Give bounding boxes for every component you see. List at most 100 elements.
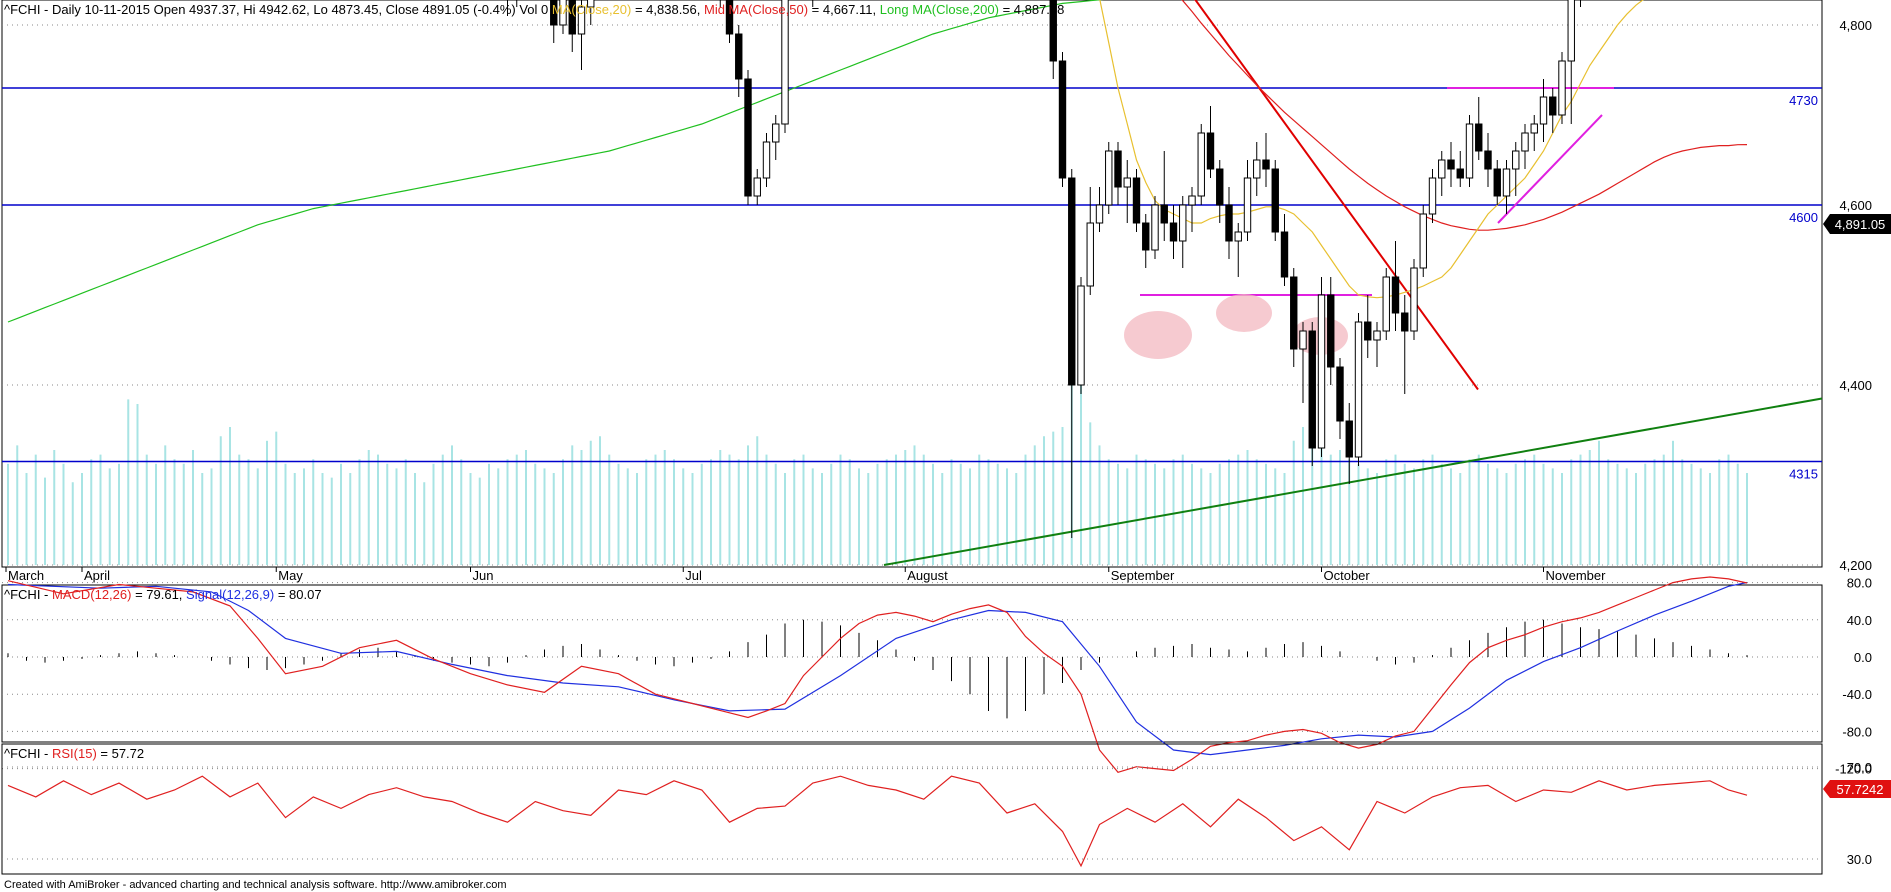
candle-body-up	[1410, 267, 1418, 332]
rsi-header-symbol: ^FCHI -	[4, 746, 52, 761]
candlestick	[1086, 187, 1094, 295]
candle-body-up	[1123, 177, 1131, 188]
candlestick	[1345, 403, 1353, 484]
candlestick	[1373, 322, 1381, 367]
uptrend-line-2	[883, 397, 1823, 566]
price-tick-label: 4,800	[1839, 18, 1872, 33]
candlestick	[1336, 358, 1344, 439]
header-symbol: ^FCHI	[4, 2, 40, 17]
candlestick	[1077, 277, 1085, 394]
candlestick	[1262, 133, 1270, 187]
candle-body-down	[1132, 177, 1141, 224]
rsi-header: ^FCHI - RSI(15) = 57.72	[4, 746, 144, 761]
macd-tick-label: -80.0	[1842, 724, 1872, 739]
signal-header-label: Signal(12,26,9)	[186, 587, 274, 602]
candlestick	[1521, 124, 1529, 169]
rsi-tick-label: 30.0	[1847, 852, 1872, 867]
candle-body-up	[559, 0, 567, 26]
candle-body-down	[1327, 294, 1335, 368]
price-grid	[2, 24, 1822, 566]
candle-body-down	[1280, 231, 1289, 278]
candle-body-down	[1049, 0, 1057, 62]
candlestick	[587, 0, 595, 25]
candle-body-up	[1188, 195, 1196, 206]
candle-body-down	[1549, 96, 1557, 116]
header-ma20-value: = 4,838.56,	[631, 2, 704, 17]
last-price-label: 4,891.05	[1835, 217, 1886, 232]
candlestick	[559, 0, 567, 34]
candle-body-up	[577, 6, 586, 35]
candlestick	[725, 0, 734, 43]
candle-body-up	[1382, 276, 1390, 332]
candlestick	[1539, 79, 1548, 142]
macd-pane-frame	[1, 584, 1823, 743]
rsi-line	[7, 775, 1748, 868]
candle-body-down	[1308, 330, 1316, 449]
candlestick	[1364, 295, 1372, 358]
candlestick	[1290, 268, 1298, 367]
candlestick	[1401, 295, 1409, 394]
price-tick-label: 4,200	[1839, 558, 1872, 573]
macd-header: ^FCHI - MACD(12,26) = 79.61, Signal(12,2…	[4, 587, 322, 602]
rsi-last-tag	[1823, 780, 1891, 798]
price-pane: 526051805005473046004315 5,2005,0004,800…	[1, 0, 1891, 583]
month-label: March	[8, 568, 44, 583]
level-label: 4730	[1789, 93, 1818, 108]
downtrend-line	[1194, 0, 1479, 391]
candle-body-down	[735, 33, 743, 80]
candlestick	[1558, 52, 1566, 124]
candle-body-up	[1558, 60, 1566, 116]
candlestick	[1123, 160, 1131, 223]
candlestick	[1169, 205, 1178, 259]
candle-body-up	[1151, 204, 1159, 251]
candlestick	[735, 25, 743, 97]
price-tick-label: 4,600	[1839, 198, 1872, 213]
pattern-highlight-ellipse	[1124, 311, 1192, 359]
candle-body-down	[1364, 321, 1372, 341]
rsi-axis: 70.0 30.0	[1847, 760, 1872, 867]
macd-tick-label: -120.0	[1835, 762, 1872, 777]
macd-tick-label: 0.0	[1854, 650, 1872, 665]
candlestick	[1512, 142, 1520, 196]
support-resistance-lines: 526051805005473046004315	[2, 87, 1822, 482]
candle-body-down	[550, 0, 558, 26]
macd-tick-label: 80.0	[1847, 576, 1872, 591]
candle-body-up	[1253, 159, 1261, 179]
ma200-line	[7, 0, 1104, 323]
candle-body-down	[568, 0, 576, 35]
macd-lines	[7, 576, 1748, 773]
candle-body-up	[1179, 204, 1187, 242]
candle-body-down	[1391, 276, 1400, 314]
candlestick	[1105, 142, 1113, 214]
candle-body-down	[1447, 159, 1455, 170]
month-label: April	[84, 568, 110, 583]
candlestick	[1206, 106, 1215, 178]
candle-body-down	[1142, 222, 1150, 251]
last-price-marker: 4,891.05	[1823, 214, 1891, 234]
candlestick	[1354, 313, 1363, 466]
macd-tick-label: 40.0	[1847, 613, 1872, 628]
candlestick	[1410, 259, 1418, 340]
candle-body-up	[1567, 0, 1575, 62]
month-label: October	[1324, 568, 1371, 583]
candlestick	[1502, 160, 1511, 214]
pattern-highlight-ellipse	[1216, 294, 1272, 332]
candlestick	[1216, 160, 1224, 223]
candle-body-up	[1095, 204, 1104, 224]
candlestick	[568, 0, 576, 52]
volume-bars	[7, 362, 1748, 565]
candlestick	[1253, 142, 1261, 196]
candlestick	[762, 133, 771, 187]
candlestick	[719, 0, 721, 7]
header-info: - Daily 10-11-2015 Open 4937.37, Hi 4942…	[40, 2, 551, 17]
candlestick	[1095, 187, 1104, 232]
macd-tick-label: -40.0	[1842, 687, 1872, 702]
rsi-tick-label: 70.0	[1847, 760, 1872, 775]
candlestick	[550, 0, 558, 43]
candle-body-up	[1299, 330, 1307, 350]
macd-histogram	[7, 619, 1748, 719]
candle-body-down	[1225, 204, 1233, 242]
month-label: November	[1546, 568, 1607, 583]
